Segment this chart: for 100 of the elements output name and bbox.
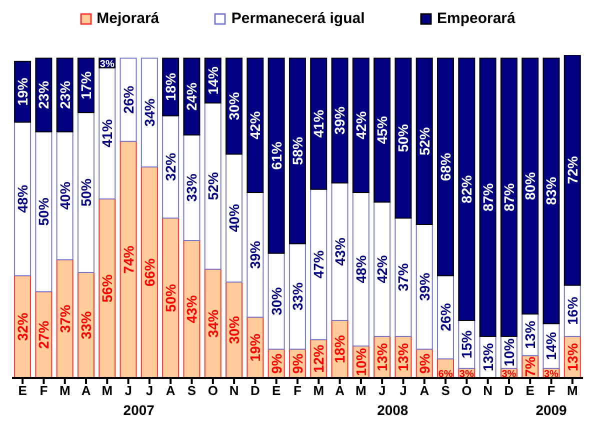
text: 2008 [376,402,410,418]
x-tick-label: M [59,383,70,398]
data-label: 3% [544,369,559,380]
data-label: 45% [374,116,390,144]
bar [288,58,306,244]
data-label: 37% [56,304,73,333]
data-label: 74% [120,245,136,274]
data-label: 61% [268,141,284,170]
bar [437,58,454,276]
data-label: 37% [395,262,412,292]
data-label: 15% [458,330,475,358]
data-label: 83% [543,176,560,205]
bar [162,218,180,378]
data-label: 39% [416,272,432,301]
bar [374,202,391,337]
text: 2007 [122,402,156,418]
x-tick-label: D [504,383,514,398]
x-tick-label: A [166,383,176,398]
data-label: 14% [204,66,221,95]
data-label: 3% [459,369,474,380]
legend-label: Mejorará [96,10,160,27]
data-label: 16% [564,296,580,325]
data-label: 80% [522,172,538,200]
bar [374,58,391,203]
data-label: 58% [289,136,306,165]
data-label: 19% [247,333,264,362]
x-tick-label: A [335,383,346,398]
bar [140,166,158,378]
x-tick-label: A [81,383,92,398]
data-label: 39% [332,106,348,135]
data-label: 9% [416,352,432,374]
bar [56,131,74,260]
x-tick-label: A [420,383,430,398]
data-label: 18% [162,72,179,101]
data-label: 17% [78,70,94,100]
data-label: 42% [352,110,369,140]
data-label: 9% [289,352,306,374]
data-label: 33% [184,173,200,202]
x-tick-label: J [146,383,154,398]
data-label: 13% [522,320,538,349]
data-label: 30% [268,286,284,316]
bar [268,58,285,254]
bar [140,58,158,168]
x-tick-label: N [483,383,493,398]
bar [500,58,518,337]
data-label: 34% [141,98,158,127]
data-label: 26% [438,302,454,332]
data-label: 52% [416,126,432,156]
bar [564,55,581,286]
bar [204,102,222,270]
bar [310,188,328,340]
bar [14,122,32,276]
data-label: 27% [36,320,52,349]
data-label: 34% [204,309,221,338]
data-label: 33% [289,282,306,310]
data-label: 42% [247,110,264,140]
data-label: 42% [374,254,390,284]
data-label: 87% [500,182,517,212]
data-label: 72% [564,156,580,184]
bar [226,58,243,155]
text: 2009 [534,402,568,418]
data-label: 6% [438,369,453,380]
data-label: 3% [100,58,114,70]
bar [56,259,74,378]
data-label: 23% [56,80,73,109]
data-label: 12% [310,344,327,373]
x-tick-label: E [272,383,282,398]
x-tick-label: M [313,383,324,398]
data-label: 14% [543,331,560,360]
data-label: 48% [14,184,31,213]
data-label: 48% [352,254,369,284]
data-label: 50% [78,178,94,207]
x-tick-label: N [229,383,239,398]
bar [98,198,116,378]
data-label: 68% [438,152,454,181]
data-label: 41% [310,109,327,138]
data-label: 19% [14,77,31,106]
x-tick-label: F [294,383,302,398]
bar [183,134,200,241]
bar [352,192,370,347]
bar [98,67,116,200]
data-label: 50% [395,124,412,152]
x-tick-label: O [462,383,472,398]
bar [416,58,433,225]
bar [542,58,560,324]
data-label: 10% [352,347,369,376]
data-label: 66% [141,258,158,286]
legend-label: Empeorará [436,10,516,27]
data-label: 23% [36,80,52,109]
data-label: 47% [310,250,327,278]
bar [310,58,328,190]
bar [416,224,433,350]
data-label: 3% [502,369,516,380]
data-label: 10% [500,338,517,366]
data-label: 30% [226,92,242,120]
data-label: 13% [564,342,580,372]
data-label: 52% [204,172,221,200]
bar [458,58,476,321]
data-label: 56% [99,274,116,302]
data-label: 7% [522,356,538,377]
